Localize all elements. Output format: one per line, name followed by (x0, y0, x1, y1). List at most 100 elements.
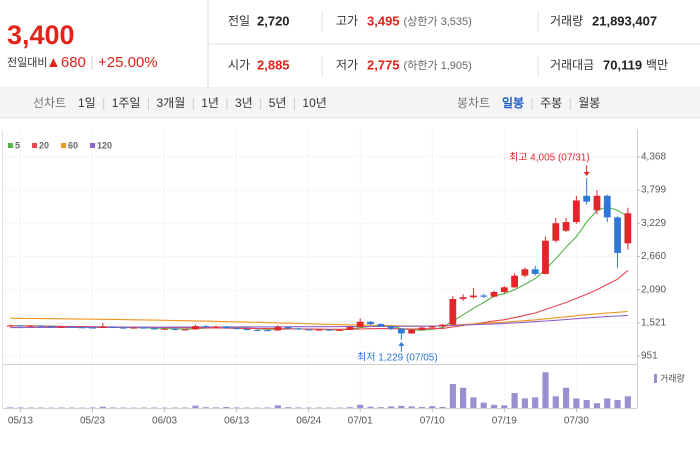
candle-body (367, 321, 374, 325)
volume-bar (490, 404, 498, 408)
tab[interactable]: 3년 (235, 96, 253, 110)
candle-body (264, 330, 271, 332)
candle-body (284, 326, 292, 329)
legend-label: 5 (15, 140, 20, 150)
candle-body (58, 326, 66, 328)
candle-body (305, 329, 313, 331)
volume-bar (511, 393, 518, 408)
candle-body (130, 327, 138, 329)
candle-body (572, 200, 580, 223)
stat-value: 3,495 (367, 13, 400, 28)
tab[interactable]: 1일 (78, 96, 96, 110)
candle-body (500, 287, 508, 292)
legend-swatch (8, 143, 13, 148)
volume-bar (99, 406, 106, 408)
tab[interactable]: 5년 (269, 96, 287, 110)
candle-body (99, 326, 107, 328)
candle-body (397, 328, 405, 334)
change-label: 전일대비 (7, 55, 47, 69)
candle-body (150, 328, 158, 330)
candle-body (89, 327, 96, 329)
volume-bar (542, 372, 549, 408)
candle-body (212, 326, 220, 328)
tab[interactable]: 주봉 (540, 96, 562, 110)
candle-body (356, 321, 364, 327)
candle-body (449, 298, 457, 325)
volume-bar (552, 396, 559, 408)
candle-body (562, 222, 570, 231)
volume-bar (377, 407, 384, 408)
tab-bar (0, 88, 700, 118)
candle-body (6, 325, 14, 327)
candle-body (140, 327, 148, 329)
tab[interactable]: 10년 (302, 96, 326, 110)
candle-body (253, 329, 261, 331)
stat-value: 2,885 (257, 57, 290, 72)
volume-bar (480, 402, 487, 408)
volume-bar (295, 407, 302, 408)
volume-bar (624, 396, 631, 408)
tab[interactable]: 월봉 (578, 96, 600, 110)
legend-label: 60 (68, 140, 78, 150)
volume-bar (408, 406, 415, 408)
x-tick-label: 05/23 (80, 416, 105, 427)
candle-body (583, 195, 591, 202)
tab[interactable]: 3개월 (156, 96, 185, 110)
candle-body (181, 329, 189, 331)
candle-body (202, 326, 210, 328)
candle-body (233, 328, 241, 330)
candle-body (377, 324, 385, 327)
tab[interactable]: 일봉 (502, 96, 524, 110)
x-tick-label: 06/13 (224, 416, 249, 427)
volume-bar (192, 405, 199, 408)
stat-label: 거래대금 (550, 58, 594, 72)
volume-bar (398, 405, 405, 408)
change-rate: +25.00% (98, 54, 158, 71)
tab-group-label: 선차트 (33, 96, 66, 110)
stat-unit: 백만 (646, 58, 668, 72)
candle-body (336, 329, 343, 331)
annotation: 최고 4,005 (07/31) (509, 152, 590, 164)
volume-bar (470, 397, 477, 408)
volume-bar (460, 387, 467, 408)
candle-body (192, 326, 199, 330)
tab[interactable]: 1주일 (112, 96, 141, 110)
y-tick-label: 951 (641, 351, 658, 362)
candle-body (470, 295, 477, 298)
candle-body (490, 292, 498, 297)
volume-bar (17, 407, 24, 408)
candle-body (161, 328, 168, 330)
x-tick-label: 06/03 (152, 416, 177, 427)
x-tick-label: 05/13 (8, 416, 33, 427)
candle-body (603, 195, 611, 218)
legend-swatch (32, 143, 38, 148)
candle-body (109, 326, 117, 328)
legend-swatch (90, 143, 96, 148)
y-tick-label: 2,660 (641, 251, 666, 262)
legend-swatch (61, 143, 67, 148)
candle-body (593, 195, 601, 211)
candle-body (408, 329, 416, 334)
candle-body (325, 329, 333, 331)
candle-body (37, 325, 45, 327)
tab[interactable]: 1년 (201, 96, 219, 110)
volume-bar (223, 406, 230, 408)
candle-body (47, 326, 55, 328)
volume-bar (449, 384, 456, 408)
y-tick-label: 3,229 (641, 218, 666, 229)
volume-bar (429, 406, 436, 408)
stat-label: 시가 (228, 58, 250, 72)
candle-body (222, 326, 230, 329)
volume-bar (439, 406, 446, 408)
moving-average-line (10, 310, 628, 327)
candle-body (387, 326, 395, 329)
current-price: 3,400 (7, 20, 75, 50)
annotation: 최저 1,229 (07/05) (357, 352, 438, 364)
y-tick-label: 2,090 (641, 284, 666, 295)
volume-legend-label: 거래량 (660, 372, 685, 383)
tab-group-label: 봉차트 (457, 96, 490, 110)
volume-legend-swatch (654, 374, 657, 383)
candle-body (346, 326, 354, 330)
